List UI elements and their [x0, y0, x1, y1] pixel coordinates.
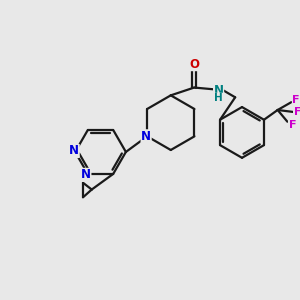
- Text: F: F: [289, 120, 296, 130]
- Text: N: N: [141, 130, 151, 143]
- Text: N: N: [81, 168, 91, 182]
- Text: N: N: [214, 84, 224, 97]
- Text: F: F: [292, 95, 300, 105]
- Text: F: F: [294, 107, 300, 117]
- Text: O: O: [189, 58, 199, 70]
- Text: H: H: [214, 93, 223, 103]
- Text: N: N: [69, 145, 79, 158]
